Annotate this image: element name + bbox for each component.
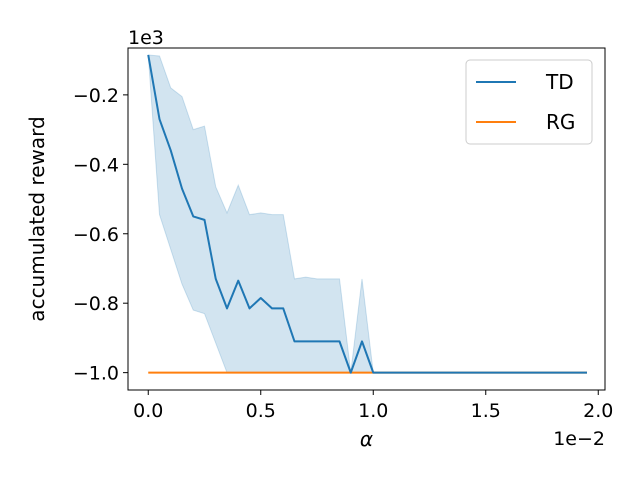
x-tick-label: 0.5 bbox=[246, 400, 276, 422]
legend-label-td: TD bbox=[545, 70, 574, 94]
x-tick-label: 1.5 bbox=[471, 400, 501, 422]
series-lines-layer bbox=[147, 54, 587, 374]
legend-label-rg: RG bbox=[546, 110, 575, 134]
y-tick-label: −0.6 bbox=[73, 224, 119, 246]
y-tick-label: −0.2 bbox=[73, 85, 119, 107]
y-tick-label: −0.8 bbox=[73, 293, 119, 315]
y-tick-label: −1.0 bbox=[73, 363, 119, 385]
plot-frame bbox=[127, 47, 606, 391]
x-tick-label: 0.0 bbox=[133, 400, 163, 422]
series-line-td bbox=[147, 54, 587, 374]
x-offset-label: 1e−2 bbox=[553, 428, 605, 450]
x-axis-label: α bbox=[360, 427, 373, 451]
y-tick-label: −0.4 bbox=[73, 154, 119, 176]
y-offset-label: 1e3 bbox=[128, 27, 164, 49]
y-axis-ticks: −1.0 −0.8 −0.6 −0.4 −0.2 bbox=[73, 85, 128, 385]
x-axis-ticks: 0.0 0.5 1.0 1.5 2.0 bbox=[133, 390, 613, 422]
x-tick-label: 2.0 bbox=[583, 400, 613, 422]
y-axis-label: accumulated reward bbox=[25, 116, 49, 321]
x-tick-label: 1.0 bbox=[358, 400, 388, 422]
legend: TD RG bbox=[465, 59, 593, 145]
